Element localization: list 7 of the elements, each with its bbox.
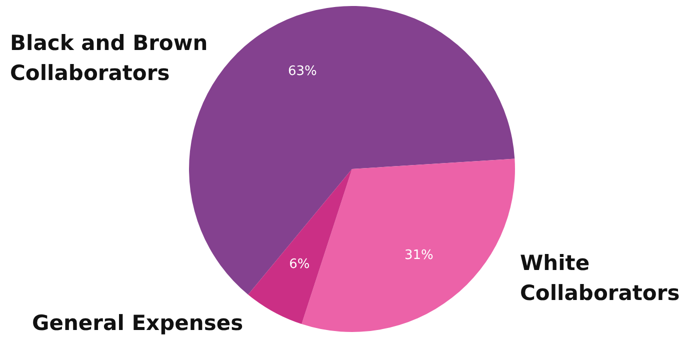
pie-slice [248, 169, 352, 324]
data-label: 31% [404, 248, 434, 263]
slice-label: General Expenses [32, 311, 244, 335]
slice-label: White Collaborators [520, 251, 680, 305]
data-label: 63% [288, 64, 317, 80]
data-label: 6% [289, 257, 310, 272]
slice-label: Black and Brown Collaborators [10, 31, 208, 85]
